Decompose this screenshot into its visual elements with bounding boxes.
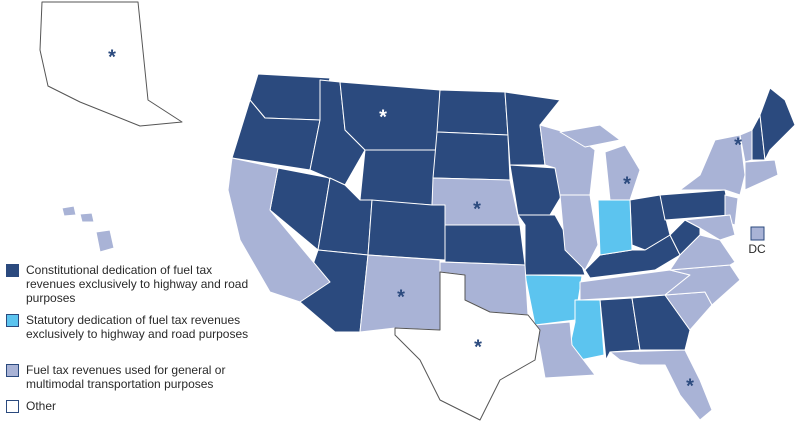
legend-label: Statutory dedication of fuel tax revenue…: [26, 313, 249, 341]
legend-label: Other: [26, 399, 57, 413]
legend-swatch: [6, 400, 19, 413]
state: [684, 214, 736, 241]
state: [659, 189, 731, 221]
legend-label: Fuel tax revenues used for general or mu…: [26, 363, 226, 391]
state: [79, 212, 95, 223]
asterisk: *: [623, 173, 631, 195]
state: [95, 229, 115, 253]
state: [524, 274, 583, 326]
state: [534, 321, 596, 379]
state: [517, 214, 586, 276]
asterisk: *: [734, 134, 742, 156]
legend-label: Constitutional dedication of fuel tax re…: [26, 263, 249, 305]
state: [394, 271, 541, 421]
state: [367, 199, 446, 261]
legend-swatch: [6, 264, 19, 277]
state: [609, 349, 713, 421]
state: [739, 129, 753, 163]
dc-marker: [750, 226, 765, 241]
state: [759, 87, 796, 161]
state: [744, 159, 779, 191]
state: [359, 149, 438, 206]
legend-swatch: [6, 364, 19, 377]
asterisk: *: [686, 375, 694, 397]
state: [669, 234, 736, 271]
state: [339, 81, 441, 151]
asterisk: *: [379, 106, 387, 128]
legend-item: Fuel tax revenues used for general or mu…: [6, 363, 266, 391]
state: [61, 205, 77, 217]
state: [597, 199, 633, 256]
state: [227, 157, 331, 303]
state: [669, 219, 701, 256]
state: [431, 177, 521, 226]
state: [599, 297, 641, 361]
dc-label: DC: [748, 242, 766, 256]
state: [39, 1, 183, 127]
asterisk: *: [473, 198, 481, 220]
state: [432, 131, 511, 181]
legend-swatch: [6, 314, 19, 327]
state: [559, 124, 621, 148]
state: [604, 144, 641, 201]
state: [436, 89, 509, 136]
asterisk: *: [108, 46, 116, 68]
state: [444, 224, 526, 266]
state: [249, 73, 331, 121]
legend-item: Constitutional dedication of fuel tax re…: [6, 263, 266, 305]
asterisk: *: [474, 336, 482, 358]
legend-item: Other: [6, 399, 266, 413]
state: [664, 264, 741, 306]
state: [679, 134, 746, 196]
state: [509, 164, 566, 216]
legend-item: Statutory dedication of fuel tax revenue…: [6, 313, 266, 341]
asterisk: *: [397, 286, 405, 308]
state: [559, 194, 599, 271]
